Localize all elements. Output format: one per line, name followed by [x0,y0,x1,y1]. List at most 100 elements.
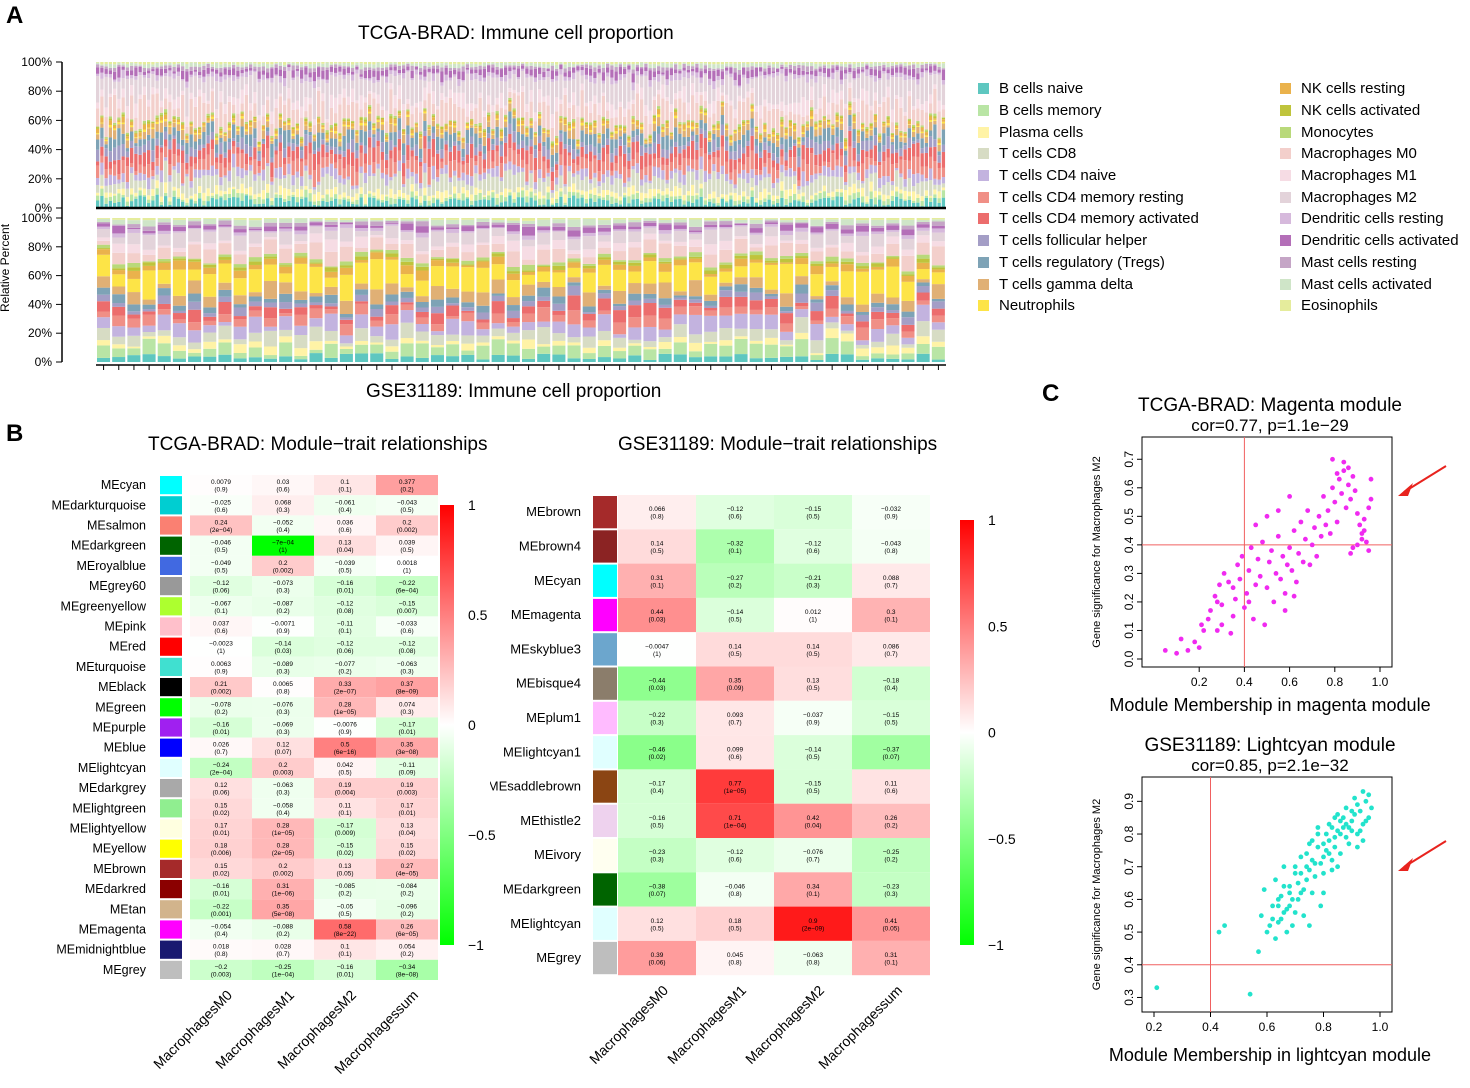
stack-segment [852,68,856,71]
stack-segment [279,356,293,362]
stack-segment [453,121,457,124]
stack-segment [406,110,410,112]
stack-segment [521,63,525,66]
stack-segment [657,133,661,144]
stack-segment [414,173,419,184]
stack-segment [771,132,776,135]
stack-segment [261,199,266,204]
stack-segment [198,198,202,208]
stack-segment [393,117,397,120]
stack-segment [96,134,100,140]
stack-segment [648,165,652,181]
stack-segment [882,96,886,102]
stack-segment [134,143,138,147]
stack-segment [253,138,257,148]
stack-segment [461,64,465,67]
stack-segment [198,192,202,199]
stack-segment [236,113,240,127]
stack-segment [457,144,461,151]
stack-segment [512,198,516,203]
stack-segment [648,140,652,142]
stack-segment [283,178,287,189]
stack-segment [852,62,856,64]
stack-segment [648,180,652,184]
stack-segment [309,221,323,223]
stack-segment [400,291,414,298]
stack-segment [291,65,295,71]
stack-segment [287,119,291,121]
stack-segment [593,103,597,121]
stack-segment [446,224,460,228]
stack-segment [623,63,627,67]
stack-segment [831,191,835,197]
stack-segment [593,194,597,202]
stack-segment [185,139,189,143]
stack-segment [334,147,338,155]
stack-segment [776,182,780,196]
stack-segment [648,189,652,199]
stack-segment [831,196,835,201]
stack-segment [512,74,516,90]
stack-segment [848,67,852,73]
stack-segment [415,343,429,358]
stack-segment [219,134,223,139]
stack-segment [593,126,597,128]
stack-segment [856,132,861,135]
stack-segment [278,62,283,63]
stack-segment [423,100,427,109]
stack-segment [869,129,873,136]
stack-segment [665,120,669,121]
stack-segment [818,98,822,109]
stack-segment [627,187,631,197]
stack-segment [882,73,886,97]
stack-segment [631,62,635,64]
stack-segment [746,173,750,184]
stack-segment [644,138,648,140]
stack-segment [244,77,249,85]
stack-segment [529,119,533,121]
stack-segment [882,185,886,195]
stack-segment [563,87,567,95]
stack-segment [614,198,618,203]
stack-segment [176,173,181,189]
stack-segment [712,81,716,90]
stack-segment [580,125,584,131]
stack-segment [279,336,293,343]
stack-segment [112,357,126,362]
stack-segment [831,89,835,103]
stack-segment [746,199,750,204]
stack-segment [674,199,678,208]
stack-segment [457,134,461,136]
stack-segment [363,153,368,164]
stack-segment [665,67,669,71]
stack-segment [661,126,665,127]
stack-segment [96,62,100,63]
stack-segment [929,120,933,122]
stack-segment [440,158,444,162]
stack-segment [385,222,399,224]
stack-segment [294,222,308,227]
stack-segment [476,335,490,343]
stack-segment [584,203,589,208]
stack-segment [100,64,104,66]
y-tick-label: 20% [28,326,52,340]
stack-segment [882,176,886,185]
stack-segment [542,204,546,208]
stack-segment [861,196,865,203]
stack-segment [618,178,623,197]
stack-segment [253,63,257,67]
stack-segment [263,358,278,362]
stack-segment [903,67,907,75]
stack-segment [763,201,767,208]
stack-segment [572,67,576,73]
stack-segment [661,98,665,125]
stack-segment [325,130,329,133]
stack-segment [159,122,164,133]
stack-segment [844,79,848,104]
stack-segment [665,149,669,159]
stack-segment [414,126,419,133]
stack-segment [430,231,444,247]
stack-segment [733,141,737,152]
stack-segment [215,168,219,175]
y-tick-label: 40% [28,297,52,311]
